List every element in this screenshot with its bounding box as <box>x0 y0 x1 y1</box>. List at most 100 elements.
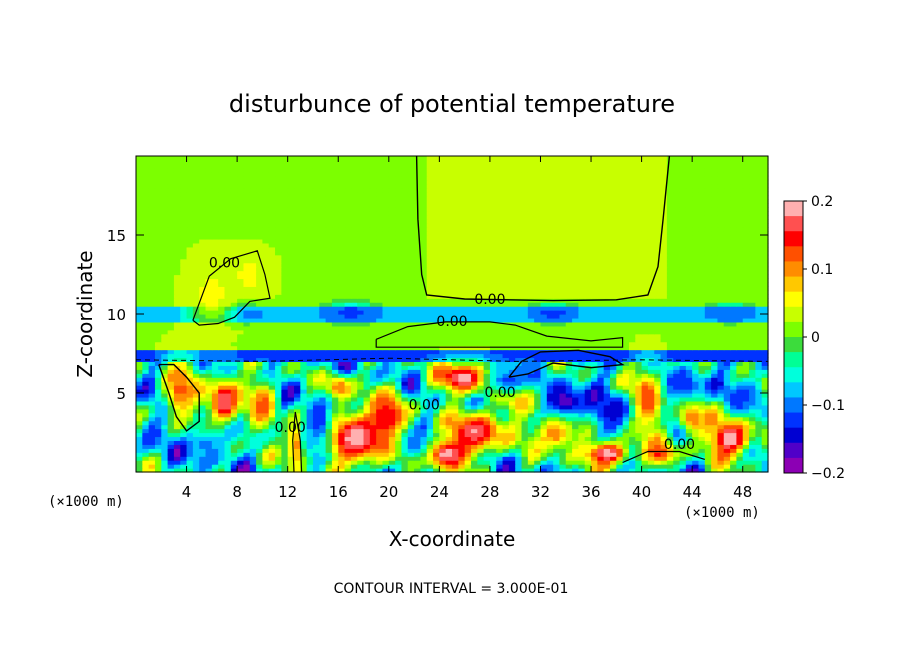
heatmap-cell <box>521 456 529 461</box>
heatmap-cell <box>344 428 352 434</box>
heatmap-cell <box>584 321 592 327</box>
heatmap-cell <box>610 341 617 347</box>
heatmap-cell <box>395 436 403 441</box>
heatmap-cell <box>458 298 466 303</box>
heatmap-cell <box>464 396 472 402</box>
heatmap-cell <box>376 349 384 355</box>
heatmap-cell <box>692 377 700 382</box>
heatmap-cell <box>477 460 485 465</box>
heatmap-cell <box>679 381 687 386</box>
heatmap-cell <box>154 436 162 441</box>
heatmap-cell <box>382 345 390 351</box>
heatmap-cell <box>281 294 289 299</box>
heatmap-cell <box>243 314 251 319</box>
heatmap-cell <box>205 408 213 414</box>
heatmap-cell <box>186 278 194 283</box>
heatmap-cell <box>723 337 731 343</box>
heatmap-cell <box>622 361 630 366</box>
heatmap-cell <box>704 377 712 382</box>
heatmap-cell <box>445 396 453 402</box>
heatmap-cell <box>483 444 491 449</box>
heatmap-cell <box>395 460 403 465</box>
heatmap-cell <box>698 317 706 323</box>
heatmap-cell <box>300 424 308 430</box>
heatmap-cell <box>414 408 421 414</box>
heatmap-cell <box>515 274 523 280</box>
heatmap-cell <box>628 329 636 335</box>
heatmap-cell <box>597 290 605 295</box>
heatmap-cell <box>470 440 478 445</box>
heatmap-cell <box>275 393 282 398</box>
heatmap-cell <box>515 444 523 449</box>
heatmap-cell <box>736 404 744 410</box>
heatmap-cell <box>376 400 384 406</box>
heatmap-cell <box>704 436 712 441</box>
heatmap-cell <box>275 333 282 339</box>
heatmap-cell <box>452 456 459 461</box>
heatmap-cell <box>192 337 200 343</box>
heatmap-cell <box>401 357 409 362</box>
heatmap-cell <box>199 306 207 311</box>
heatmap-cell <box>698 357 706 362</box>
heatmap-cell <box>749 337 756 343</box>
heatmap-cell <box>154 428 162 434</box>
heatmap-cell <box>205 440 213 445</box>
heatmap-cell <box>692 412 700 418</box>
heatmap-cell <box>470 428 478 434</box>
heatmap-cell <box>142 377 150 382</box>
heatmap-cell <box>660 393 668 398</box>
heatmap-cell <box>616 448 624 453</box>
heatmap-cell <box>508 274 516 280</box>
heatmap-cell <box>489 365 497 370</box>
heatmap-cell <box>287 389 295 394</box>
heatmap-cell <box>572 448 579 453</box>
heatmap-cell <box>761 278 769 283</box>
heatmap-cell <box>192 389 200 394</box>
heatmap-cell <box>331 337 339 343</box>
heatmap-cell <box>224 357 232 362</box>
heatmap-cell <box>584 412 592 418</box>
heatmap-cell <box>363 440 371 445</box>
heatmap-cell <box>736 278 744 283</box>
heatmap-cell <box>666 381 674 386</box>
heatmap-cell <box>534 325 542 331</box>
heatmap-cell <box>300 389 308 394</box>
heatmap-cell <box>211 310 219 315</box>
heatmap-cell <box>331 456 339 461</box>
heatmap-cell <box>470 321 478 327</box>
heatmap-cell <box>161 432 169 438</box>
heatmap-cell <box>199 436 207 441</box>
heatmap-cell <box>483 436 491 441</box>
heatmap-cell <box>382 365 390 370</box>
heatmap-cell <box>262 345 270 351</box>
heatmap-cell <box>628 464 636 469</box>
heatmap-cell <box>363 357 371 362</box>
heatmap-cell <box>319 349 327 355</box>
heatmap-cell <box>224 294 232 299</box>
heatmap-cell <box>736 432 744 438</box>
heatmap-cell <box>388 468 396 473</box>
heatmap-cell <box>591 432 598 438</box>
heatmap-cell <box>262 432 270 438</box>
heatmap-cell <box>382 286 390 291</box>
heatmap-cell <box>723 468 731 473</box>
heatmap-cell <box>420 381 428 386</box>
heatmap-cell <box>230 400 238 406</box>
heatmap-cell <box>673 468 681 473</box>
heatmap-cell <box>319 420 327 426</box>
heatmap-cell <box>477 448 485 453</box>
heatmap-cell <box>489 424 497 430</box>
heatmap-cell <box>730 464 737 469</box>
heatmap-cell <box>603 290 611 295</box>
heatmap-cell <box>477 424 485 430</box>
heatmap-cell <box>319 408 327 414</box>
heatmap-cell <box>142 440 150 445</box>
heatmap-cell <box>717 428 725 434</box>
heatmap-cell <box>527 400 535 406</box>
heatmap-cell <box>458 302 466 307</box>
heatmap-cell <box>565 325 573 331</box>
heatmap-cell <box>420 302 428 307</box>
heatmap-cell <box>224 325 232 331</box>
heatmap-cell <box>483 381 491 386</box>
heatmap-cell <box>679 294 687 299</box>
